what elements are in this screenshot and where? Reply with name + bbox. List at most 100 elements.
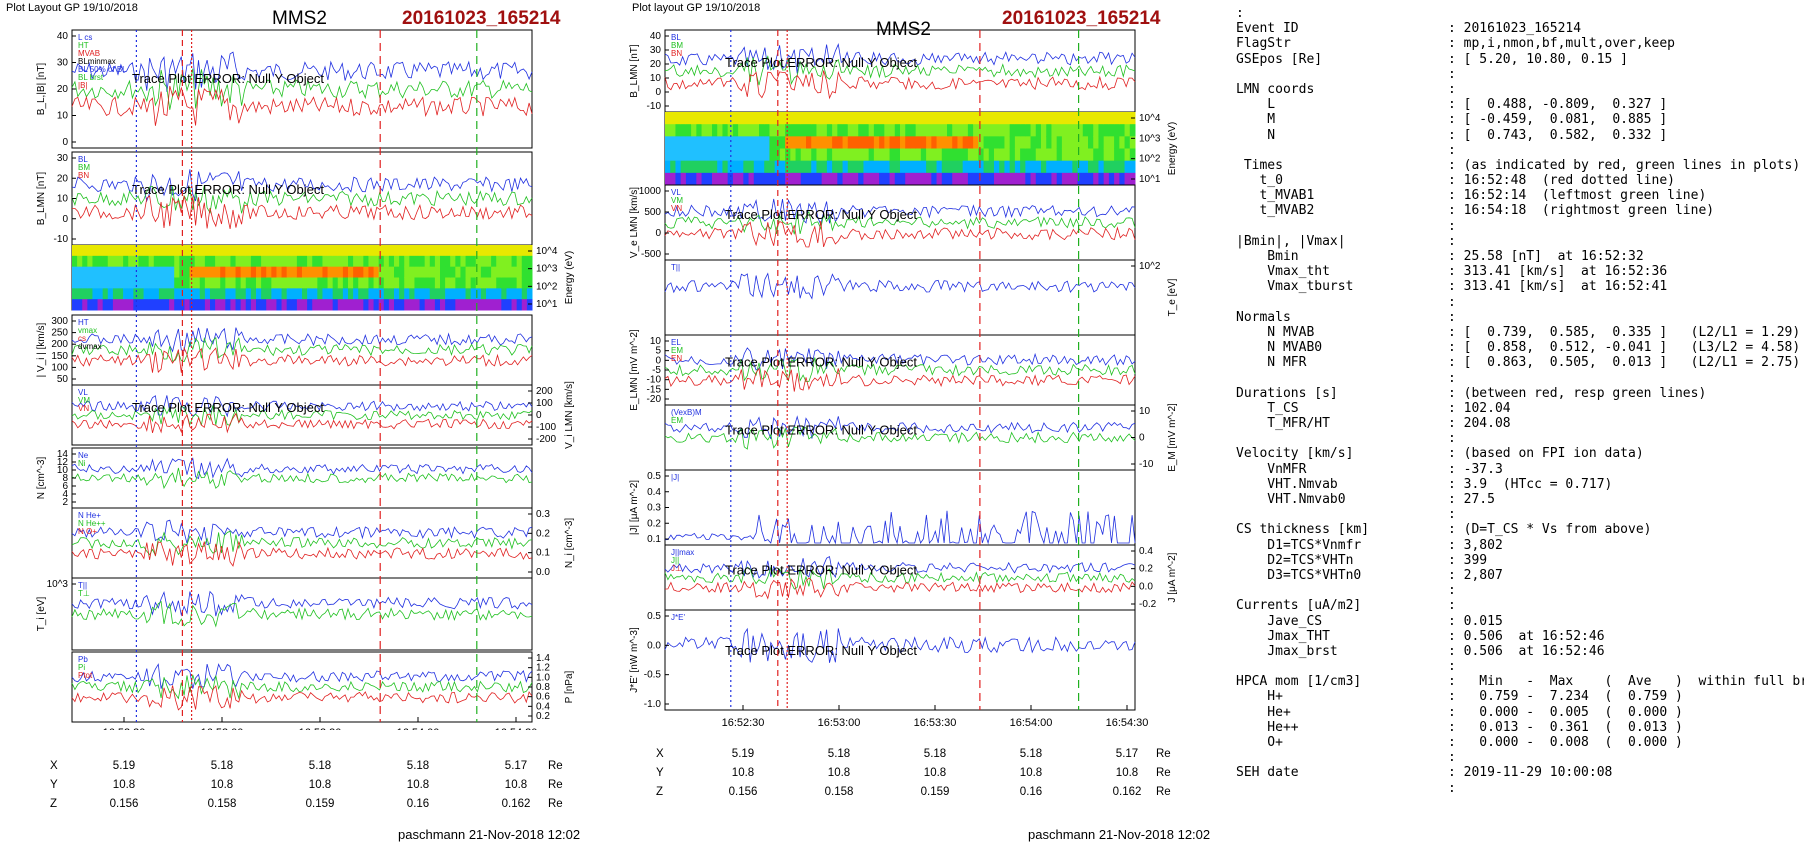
spectrogram-cell <box>1072 124 1079 137</box>
spectrogram-cell <box>332 266 339 278</box>
spectrogram-cell <box>204 299 211 311</box>
info-value: : 16:54:18 (rightmost green line) <box>1448 203 1715 219</box>
spectrogram-cell <box>842 160 849 174</box>
legend-entry: BM <box>78 163 90 172</box>
legend-entry: BN <box>671 49 682 58</box>
spectrogram-cell <box>884 172 891 186</box>
spectrogram-cell <box>419 245 426 257</box>
x-tick-label: 16:54:00 <box>1010 717 1053 729</box>
spectrogram-cell <box>250 288 257 300</box>
spectrogram-cell <box>915 112 922 125</box>
spectrogram-cell <box>388 299 395 311</box>
y-tick-label: -1.0 <box>644 699 662 710</box>
y-tick-label: 0.2 <box>536 528 550 539</box>
spectrogram-cell <box>450 266 456 278</box>
y-tick-label: 30 <box>57 153 69 164</box>
position-value: 10.8 <box>406 779 430 791</box>
spectrogram-cell <box>266 255 272 268</box>
spectrogram-cell <box>774 112 781 125</box>
spectrogram-cell <box>107 266 114 278</box>
spectrogram-cell <box>118 255 124 268</box>
position-value: 5.18 <box>923 748 947 760</box>
spectrogram-cell <box>722 124 729 137</box>
spectrogram-cell <box>77 277 83 289</box>
spectrogram-cell <box>271 266 277 278</box>
spectrogram-cell <box>863 172 870 186</box>
spectrogram-cell <box>337 255 344 268</box>
spectrogram-cell <box>821 136 828 149</box>
spectrogram-cell <box>675 112 682 125</box>
series-trace <box>664 347 1136 371</box>
info-line: Velocity [km/s]: (based on FPI ion data) <box>1236 446 1804 461</box>
spectrogram-cell <box>322 255 329 268</box>
spectrogram-cell <box>868 160 875 174</box>
spectrogram-cell <box>506 277 513 289</box>
spectrogram-cell <box>962 124 969 137</box>
spectrogram-cell <box>879 124 885 137</box>
spectrogram-cell <box>424 266 431 278</box>
spectrogram-cell <box>1103 160 1110 174</box>
spectrogram-cell <box>863 148 870 162</box>
y-tick-label: 2 <box>62 497 68 508</box>
spectrogram-cell <box>240 277 247 289</box>
spectrogram-cell <box>675 148 682 162</box>
spectrogram-cell <box>779 172 786 186</box>
spectrogram-cell <box>429 299 436 311</box>
legend-entry: vmax <box>78 326 97 335</box>
spectrogram-cell <box>434 299 441 311</box>
spectrogram-cell <box>769 148 776 162</box>
position-value: 10.8 <box>112 779 136 791</box>
spectrogram-cell <box>952 112 958 125</box>
spectrogram-cell <box>220 255 226 268</box>
spectrogram-cell <box>138 266 145 278</box>
y-tick-label: 30 <box>650 45 662 56</box>
spectrogram-cell <box>169 277 175 289</box>
spectrogram-cell <box>748 160 755 174</box>
spectrogram-cell <box>764 112 770 125</box>
left-event-id: 20161023_165214 <box>402 8 561 29</box>
spectrogram-cell <box>394 255 400 268</box>
spectrogram-cell <box>424 277 431 289</box>
info-line: VHT.Nmvab: 3.9 (HTcc = 0.717) <box>1236 477 1804 492</box>
right-header-caption: Plot layout GP 19/10/2018 <box>632 2 761 14</box>
position-row-label: X <box>50 760 58 772</box>
spectrogram-cell <box>1009 148 1016 162</box>
spectrogram-cell <box>378 245 385 257</box>
info-key: M <box>1236 112 1276 128</box>
info-value: : 204.08 <box>1448 416 1511 432</box>
spectrogram-cell <box>235 288 242 300</box>
spectrogram-cell <box>1009 160 1016 174</box>
spectrogram-cell <box>685 148 692 162</box>
spectrogram-cell <box>1129 124 1136 137</box>
spectrogram-cell <box>759 124 765 137</box>
series-trace <box>664 627 1136 663</box>
spectrogram-cell <box>383 299 390 311</box>
spectrogram-cell <box>999 124 1005 137</box>
spectrogram-cell <box>1129 148 1136 162</box>
info-line: Vmax_tht: 313.41 [km/s] at 16:52:36 <box>1236 264 1804 279</box>
legend-entry: |J| <box>671 473 679 482</box>
spectrogram-cell <box>967 136 974 149</box>
spectrogram-cell <box>87 266 93 278</box>
spectrogram-cell <box>465 266 472 278</box>
spectrogram-cell <box>465 255 472 268</box>
y-tick-label: 10 <box>57 465 69 476</box>
spectrogram-cell <box>235 266 242 278</box>
spectrogram-cell <box>419 277 426 289</box>
spectrogram-cell <box>847 160 854 174</box>
spectrogram-cell <box>837 124 844 137</box>
spectrogram-cell <box>491 245 497 257</box>
spectrogram-cell <box>199 255 206 268</box>
spectrogram-cell <box>712 136 718 149</box>
spectrogram-cell <box>256 255 262 268</box>
spectrogram-cell <box>189 277 196 289</box>
spectrogram-cell <box>1082 112 1089 125</box>
spectrogram-cell <box>322 288 329 300</box>
y-tick-label: 4 <box>62 489 68 500</box>
spectrogram-cell <box>501 266 507 278</box>
spectrogram-cell <box>712 172 718 186</box>
info-value: : 0.013 - 0.361 ( 0.013 ) <box>1448 719 1683 735</box>
info-key: SEH date <box>1236 765 1299 781</box>
y-tick-label: 5 <box>655 346 661 357</box>
spectrogram-cell <box>717 136 723 149</box>
